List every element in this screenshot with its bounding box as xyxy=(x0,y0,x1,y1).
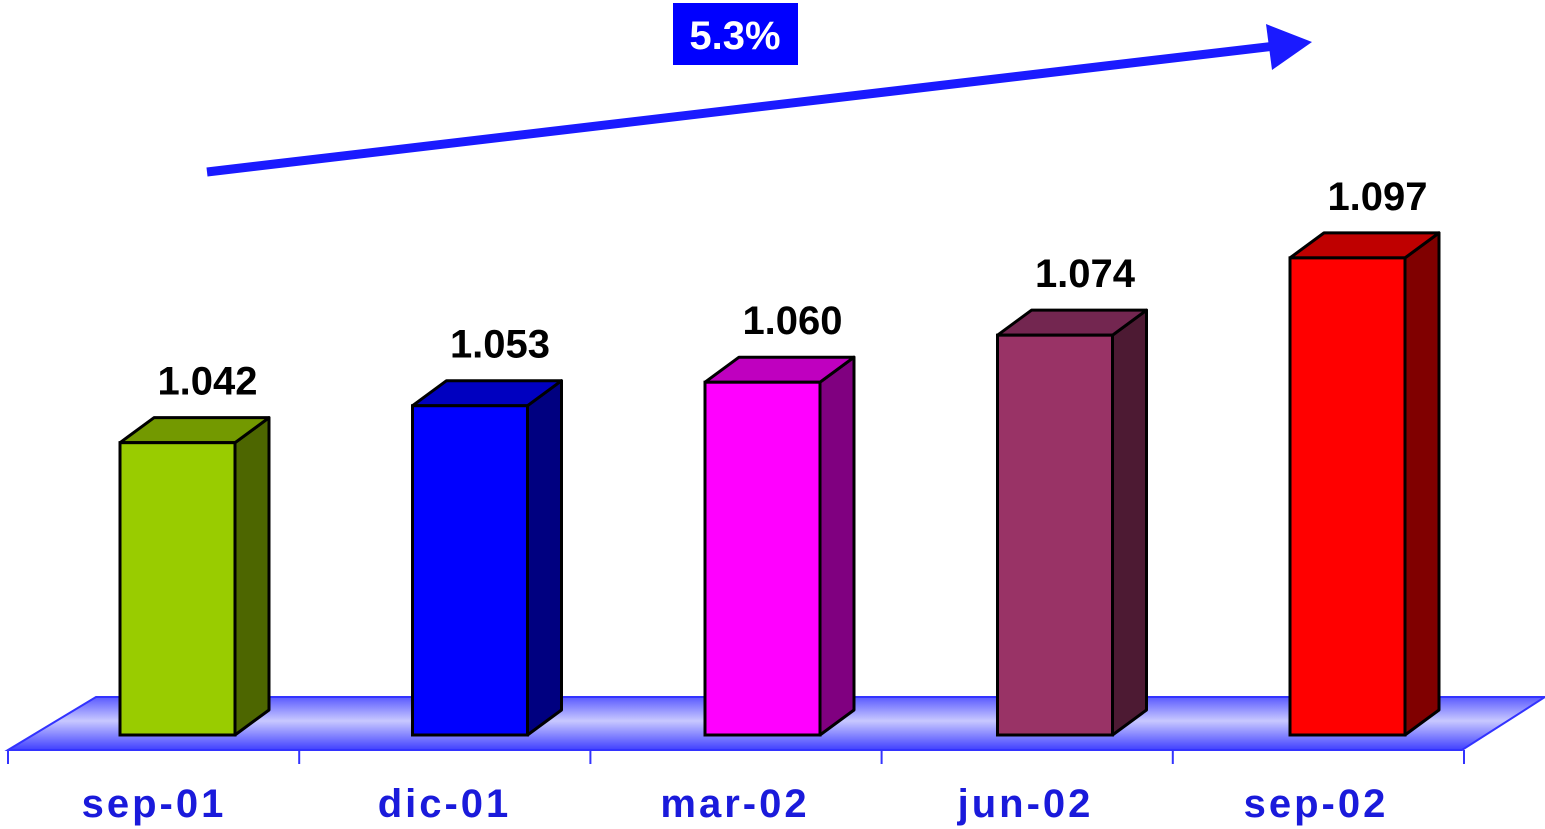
x-tick-label: mar-02 xyxy=(660,782,809,826)
bar-side xyxy=(1111,308,1148,737)
bar-series xyxy=(118,231,1441,737)
bar-side xyxy=(818,355,856,737)
value-labels: 1.042 1.053 1.060 1.074 1.097 xyxy=(157,175,1427,404)
x-tick-label: sep-02 xyxy=(1244,782,1389,826)
x-axis-labels: sep-01 dic-01 mar-02 jun-02 sep-02 xyxy=(82,782,1389,826)
value-label: 1.042 xyxy=(157,360,257,404)
bar-mar-02 xyxy=(703,355,856,737)
bar-front xyxy=(1288,256,1407,737)
bar-sep-01 xyxy=(118,416,271,737)
value-label: 1.097 xyxy=(1327,175,1427,219)
x-tick-label: jun-02 xyxy=(957,782,1094,826)
x-tick-label: sep-01 xyxy=(82,782,227,826)
x-tick-label: dic-01 xyxy=(378,782,512,826)
bar-front xyxy=(703,380,822,737)
value-label: 1.060 xyxy=(742,299,842,343)
bar-front xyxy=(118,441,237,737)
bar-side xyxy=(1403,231,1441,737)
bar-dic-01 xyxy=(411,379,563,737)
growth-annotation-text: 5.3% xyxy=(689,14,780,58)
x-axis-ticks xyxy=(7,750,1465,764)
growth-arrow-shaft xyxy=(206,41,1276,177)
value-label: 1.074 xyxy=(1035,252,1136,296)
bar-sep-02 xyxy=(1288,231,1441,737)
bar-front xyxy=(996,333,1114,737)
bar-side xyxy=(233,416,271,737)
bar-side xyxy=(526,379,563,737)
value-label: 1.053 xyxy=(450,323,550,367)
growth-arrow-head xyxy=(1266,24,1312,70)
bar-front xyxy=(411,404,529,737)
growth-annotation-box xyxy=(673,3,798,65)
bar-jun-02 xyxy=(996,308,1148,737)
